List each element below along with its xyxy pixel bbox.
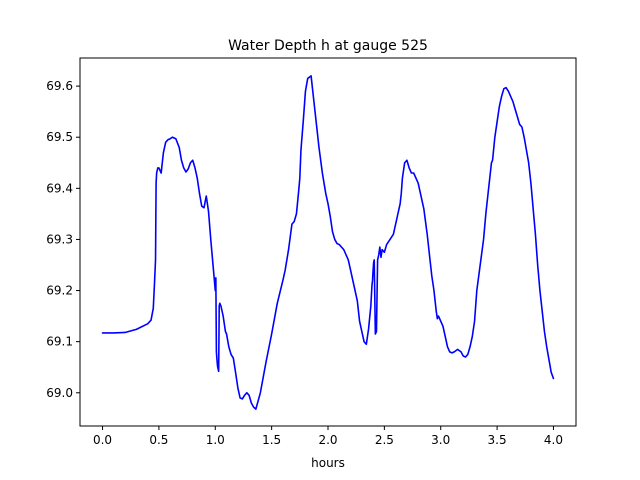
series-line-0	[101, 75, 555, 410]
x-tick-label: 3.0	[431, 433, 450, 447]
y-tick-label: 69.4	[46, 181, 73, 195]
y-axis: 69.0 69.1 69.2 69.3 69.4 69.5 69.6	[46, 79, 80, 400]
x-axis: 0.0 0.5 1.0 1.5 2.0 2.5 3.0 3.5 4.0	[93, 426, 563, 447]
y-tick-label: 69.6	[46, 79, 73, 93]
x-axis-label: hours	[311, 456, 345, 470]
x-tick-label: 1.0	[206, 433, 225, 447]
y-tick-label: 69.2	[46, 284, 73, 298]
plot-area-background	[80, 58, 576, 426]
x-tick-label: 3.5	[488, 433, 507, 447]
y-tick-label: 69.1	[46, 335, 73, 349]
y-tick-label: 69.3	[46, 232, 73, 246]
x-tick-label: 0.5	[149, 433, 168, 447]
x-tick-label: 4.0	[544, 433, 563, 447]
x-tick-label: 1.5	[262, 433, 281, 447]
chart-title: Water Depth h at gauge 525	[228, 38, 428, 54]
x-tick-label: 2.0	[318, 433, 337, 447]
x-tick-label: 2.5	[375, 433, 394, 447]
plot-layer	[101, 75, 555, 410]
y-tick-label: 69.5	[46, 130, 73, 144]
y-tick-label: 69.0	[46, 386, 73, 400]
x-tick-label: 0.0	[93, 433, 112, 447]
